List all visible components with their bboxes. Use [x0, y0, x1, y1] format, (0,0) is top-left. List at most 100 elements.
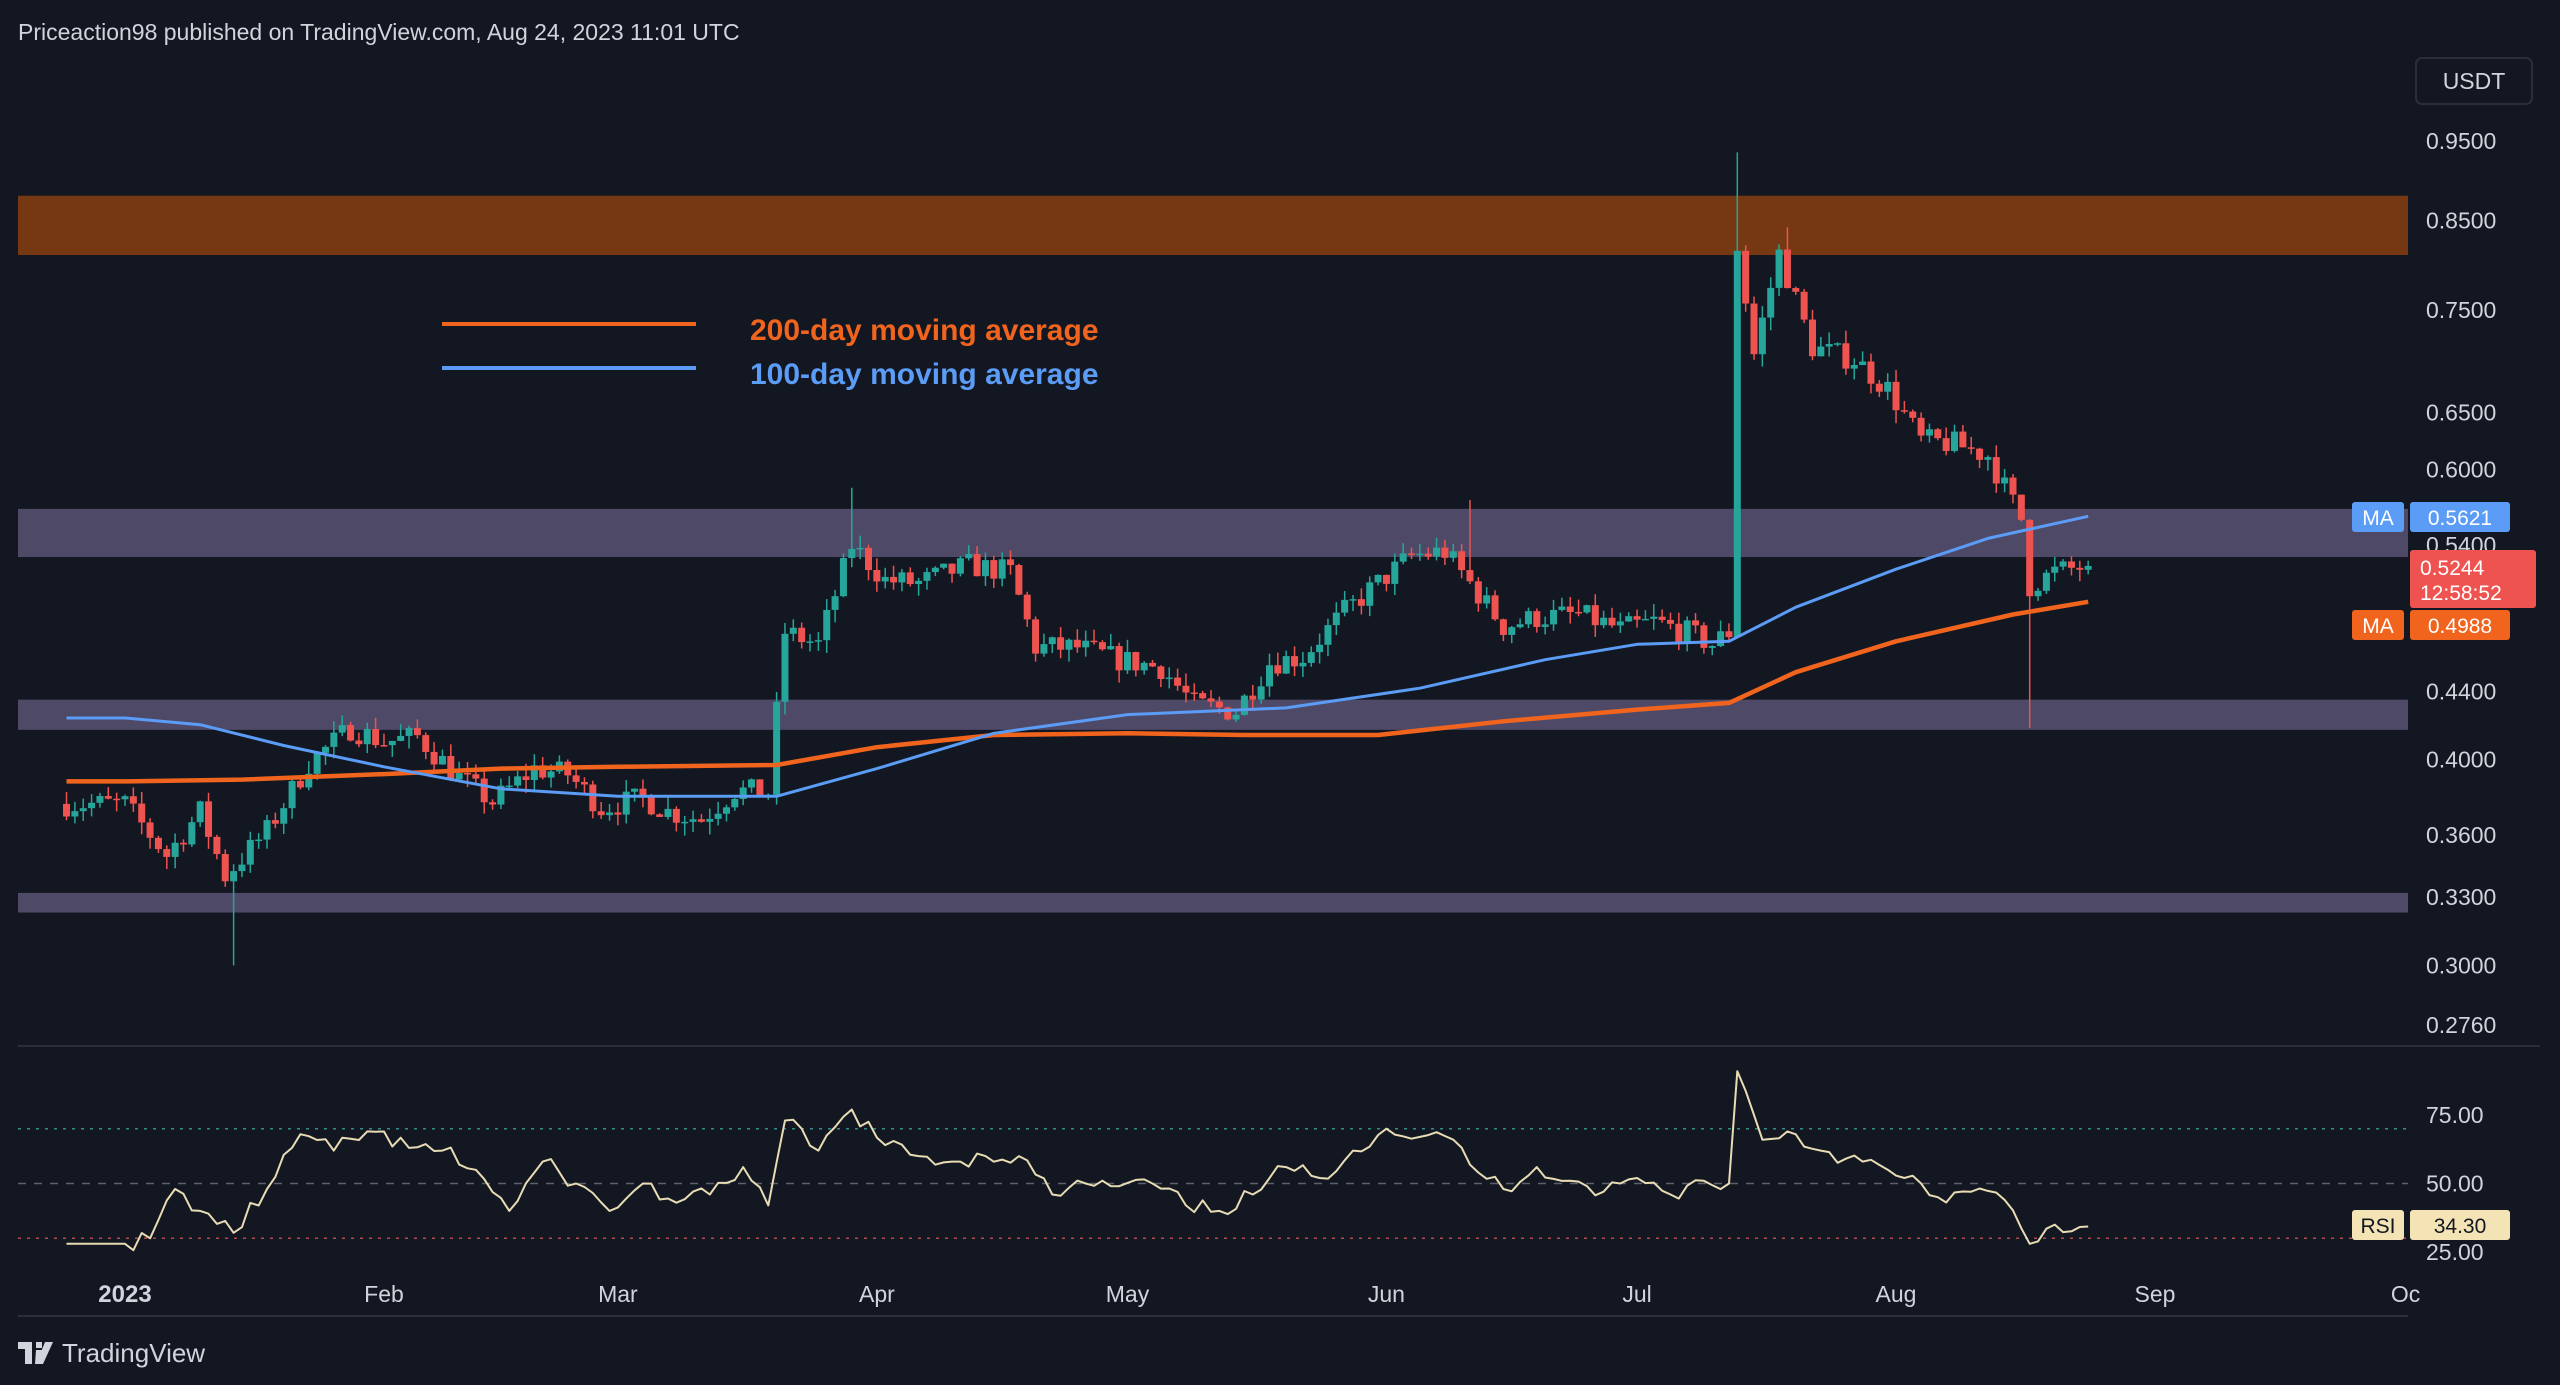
candle-body — [1692, 620, 1700, 626]
candle-body — [1366, 582, 1374, 606]
candle-body — [104, 795, 112, 799]
time-tick-label: May — [1106, 1281, 1150, 1307]
tradingview-logo-text[interactable]: TradingView — [62, 1338, 205, 1368]
candle-body — [1107, 646, 1115, 650]
time-tick-label: Feb — [364, 1281, 404, 1307]
ma200-badge-value-bg — [2410, 610, 2510, 640]
candle-body — [547, 771, 555, 778]
candle-body — [1190, 692, 1198, 694]
candle-body — [2001, 477, 2009, 484]
candle-body — [1032, 619, 1040, 654]
candle-body — [1900, 410, 1908, 412]
candle-body — [255, 839, 263, 842]
candle-body — [739, 787, 747, 799]
candle-body — [79, 808, 87, 812]
candle-body — [998, 559, 1006, 579]
candle-body — [940, 563, 948, 568]
candle-body — [1541, 624, 1549, 627]
candle-body — [2026, 519, 2034, 597]
candle-body — [1942, 438, 1950, 451]
publisher-line: Priceaction98 published on TradingView.c… — [18, 19, 740, 45]
candle-body — [263, 820, 271, 840]
legend: 200-day moving average 100-day moving av… — [442, 314, 1099, 391]
currency-button-bg[interactable] — [2415, 57, 2533, 105]
candle-body — [1825, 344, 1833, 347]
candle-body — [756, 779, 764, 797]
candle-body — [1583, 605, 1591, 613]
candle-body — [1499, 619, 1507, 635]
candle-body — [1249, 695, 1257, 700]
price-tick-label: 0.4000 — [2426, 747, 2496, 773]
candle-body — [196, 801, 204, 823]
candle-body — [1165, 677, 1173, 680]
tradingview-logo[interactable]: TradingView — [18, 1338, 205, 1368]
candles — [63, 152, 2092, 966]
candle-body — [1073, 639, 1081, 648]
candle-body — [1282, 656, 1290, 674]
candle-body — [1767, 287, 1775, 318]
currency-button[interactable]: USDT — [2415, 57, 2533, 105]
candle-body — [1666, 619, 1674, 624]
candle-body — [1533, 611, 1541, 627]
candle-body — [1458, 551, 1466, 571]
candle-body — [1240, 695, 1248, 715]
candle-body — [1199, 693, 1207, 699]
ma200-badge-tag: MA — [2362, 615, 2394, 638]
candle-body — [2009, 477, 2017, 495]
candle-body — [1391, 561, 1399, 584]
currency-button-label[interactable]: USDT — [2443, 68, 2506, 94]
candle-body — [1174, 677, 1182, 686]
rsi-badge-value-bg — [2410, 1210, 2510, 1240]
candle-body — [1708, 645, 1716, 648]
candle-body — [681, 821, 689, 824]
candle-body — [1775, 249, 1783, 288]
candle-body — [1733, 250, 1741, 638]
candle-body — [873, 570, 881, 582]
candle-body — [154, 837, 162, 850]
candle-body — [413, 728, 421, 736]
candle-body — [163, 849, 171, 857]
zone-support — [18, 699, 2408, 730]
candle-body — [422, 735, 430, 752]
candle-body — [489, 802, 497, 805]
candle-body — [915, 580, 923, 585]
candle-body — [781, 633, 789, 702]
time-tick-label: Oc — [2391, 1281, 2420, 1307]
candle-body — [1808, 319, 1816, 357]
ma200-badge: MA 0.4988 — [2352, 610, 2510, 640]
price-axis: 0.95000.85000.75000.65000.60000.54000.44… — [2426, 128, 2496, 1038]
time-tick-label: Jul — [1622, 1281, 1651, 1307]
candle-body — [1834, 343, 1842, 345]
candle-body — [1783, 249, 1791, 289]
candle-body — [63, 803, 71, 817]
tradingview-logo-icon — [18, 1342, 53, 1364]
time-tick-label: Mar — [598, 1281, 638, 1307]
candle-body — [1625, 616, 1633, 622]
candle-body — [814, 640, 822, 642]
candle-body — [71, 811, 79, 817]
candle-body — [1182, 685, 1190, 693]
candle-body — [1382, 574, 1390, 584]
price-tick-label: 0.3000 — [2426, 952, 2496, 978]
candle-body — [1123, 652, 1131, 671]
candle-body — [1934, 429, 1942, 439]
candle-body — [1675, 623, 1683, 642]
candle-body — [1399, 553, 1407, 562]
candle-body — [1374, 574, 1382, 583]
candle-body — [363, 729, 371, 745]
ma200-badge-tag-bg — [2352, 610, 2404, 640]
candle-body — [1057, 637, 1065, 650]
time-tick-label: Sep — [2135, 1281, 2176, 1307]
candle-body — [1909, 411, 1917, 418]
candle-body — [1098, 642, 1106, 650]
candle-body — [1516, 624, 1524, 628]
candle-body — [981, 560, 989, 577]
candle-body — [1065, 639, 1073, 650]
candle-body — [1566, 606, 1574, 612]
candle-body — [313, 752, 321, 774]
candle-body — [672, 808, 680, 823]
candle-body — [1800, 291, 1808, 320]
candle-body — [589, 784, 597, 812]
candle-body — [188, 822, 196, 845]
